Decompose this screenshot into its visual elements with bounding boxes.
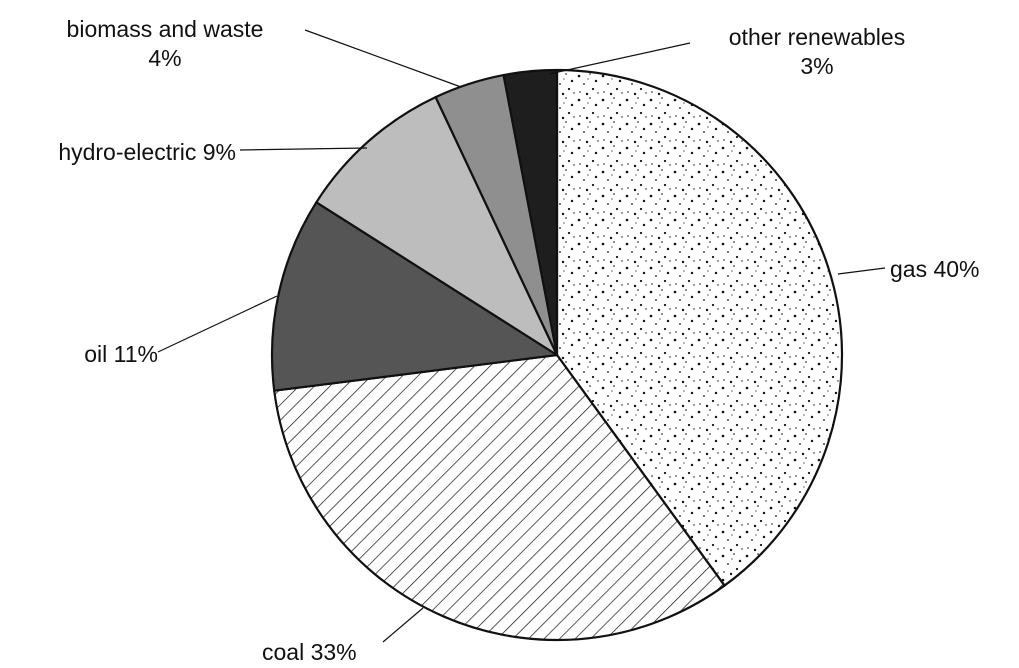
leader-line-biomass-and-waste: [304, 29, 462, 88]
pie-slice-hydro-electric: [315, 96, 559, 357]
slice-label-other-renewables: other renewables: [729, 24, 905, 50]
slice-label-oil: oil 11%: [84, 341, 158, 367]
slice-label-other-renewables: 3%: [800, 53, 833, 79]
slice-label-gas: gas 40%: [890, 256, 980, 282]
slice-label-biomass-and-waste: biomass and waste: [67, 16, 264, 42]
pie-slice-coal: [273, 353, 726, 642]
leader-line-other-renewables: [548, 42, 691, 75]
pie-slice-oil: [270, 201, 559, 392]
pie-slice-other-renewables: [502, 68, 559, 357]
leader-line-coal: [382, 607, 424, 643]
leader-line-gas: [837, 267, 886, 275]
leader-line-oil: [157, 295, 278, 353]
slice-label-hydro-electric: hydro-electric 9%: [58, 139, 236, 165]
slice-label-coal: coal 33%: [262, 639, 357, 665]
leader-line-hydro-electric: [239, 147, 368, 151]
slice-label-biomass-and-waste: 4%: [148, 45, 181, 71]
pie-slice-gas: [555, 68, 844, 587]
